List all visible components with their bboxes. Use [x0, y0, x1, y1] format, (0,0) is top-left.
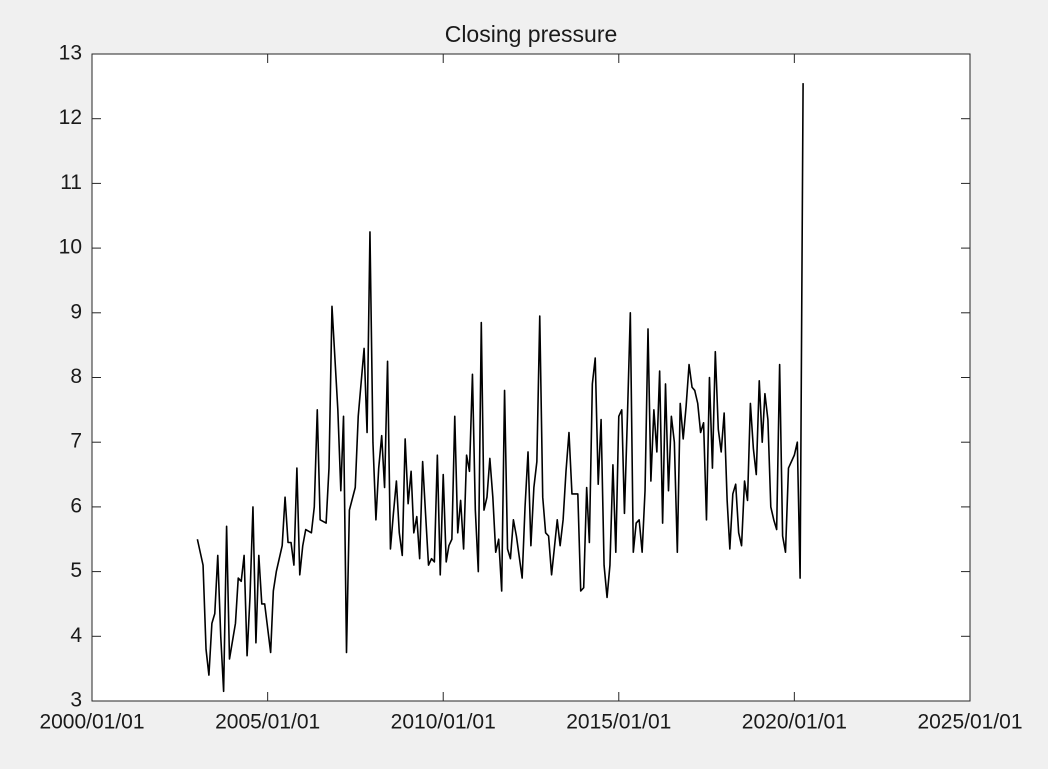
x-tick-label: 2005/01/01: [215, 711, 320, 734]
y-tick-label: 11: [60, 171, 82, 194]
y-tick-label: 12: [59, 106, 82, 129]
plot-area: [92, 54, 970, 701]
y-tick-label: 8: [70, 365, 82, 388]
plot-frame: [91, 53, 971, 702]
x-tick-label: 2000/01/01: [39, 711, 144, 734]
y-tick-label: 3: [70, 689, 82, 712]
y-tick-label: 13: [59, 42, 82, 65]
chart-title: Closing pressure: [445, 21, 618, 47]
y-tick-label: 7: [70, 430, 82, 453]
data-line: [196, 83, 804, 693]
y-tick-label: 10: [59, 236, 82, 259]
x-tick-label: 2015/01/01: [566, 711, 671, 734]
x-tick-label: 2025/01/01: [917, 711, 1022, 734]
y-tick-label: 4: [70, 624, 82, 647]
x-tick-label: 2020/01/01: [742, 711, 847, 734]
y-tick-label: 9: [70, 300, 82, 323]
y-tick-label: 5: [70, 559, 82, 582]
x-tick-label: 2010/01/01: [391, 711, 496, 734]
y-tick-label: 6: [70, 494, 82, 517]
